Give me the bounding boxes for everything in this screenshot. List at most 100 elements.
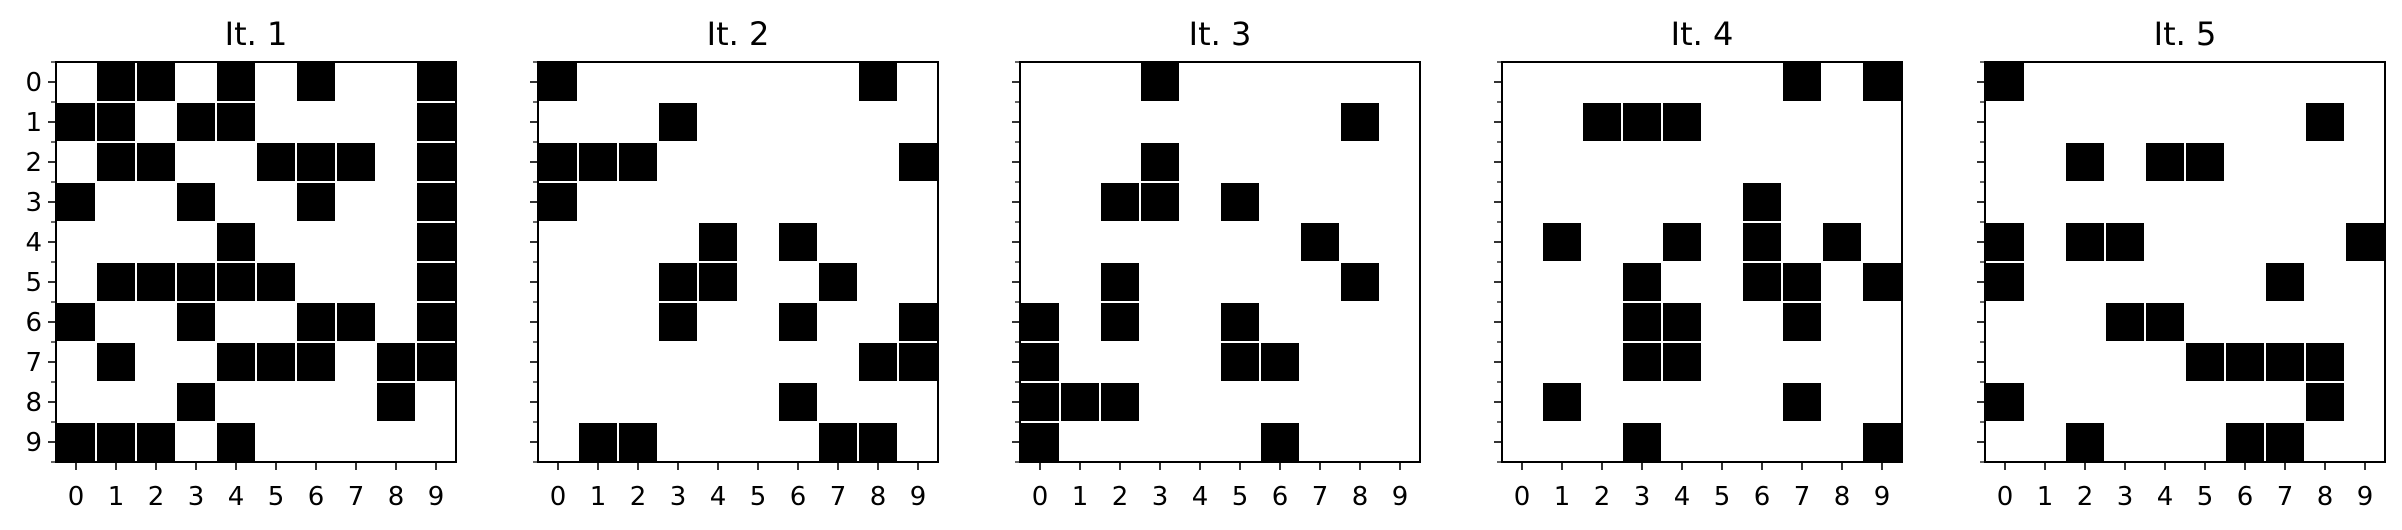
cell-on-r7-c9 bbox=[898, 342, 938, 382]
cell-on-r5-c3 bbox=[176, 262, 216, 302]
panel-3: It. 3 0 1 2 3 4 5 6 7 8 9 bbox=[1012, 15, 1420, 512]
cell-on-r5-c0 bbox=[1985, 262, 2025, 302]
cell-on-r8-c6 bbox=[778, 382, 818, 422]
cell-on-r7-c9 bbox=[416, 342, 456, 382]
cell-on-r8-c8 bbox=[2305, 382, 2345, 422]
panel-4: It. 4 0 1 2 3 4 5 6 7 8 9 bbox=[1494, 15, 1902, 512]
cell-on-r9-c1 bbox=[578, 422, 618, 462]
cell-on-r5-c1 bbox=[96, 262, 136, 302]
panel-title: It. 2 bbox=[707, 15, 770, 53]
x-tick-label: 1 bbox=[108, 482, 125, 512]
cell-on-r4-c4 bbox=[1662, 222, 1702, 262]
cell-on-r7-c7 bbox=[2265, 342, 2305, 382]
cell-on-r3-c3 bbox=[1140, 182, 1180, 222]
x-tick-label: 4 bbox=[1674, 482, 1691, 512]
cell-on-r6-c0 bbox=[1020, 302, 1060, 342]
x-tick-label: 3 bbox=[1152, 482, 1169, 512]
cell-on-r6-c9 bbox=[416, 302, 456, 342]
cell-on-r2-c1 bbox=[96, 142, 136, 182]
cell-on-r8-c7 bbox=[1782, 382, 1822, 422]
cell-on-r4-c7 bbox=[1300, 222, 1340, 262]
x-tick-label: 1 bbox=[1072, 482, 1089, 512]
cell-on-r7-c4 bbox=[1662, 342, 1702, 382]
cell-on-r0-c9 bbox=[1862, 62, 1902, 102]
cell-on-r8-c1 bbox=[1060, 382, 1100, 422]
cell-on-r0-c4 bbox=[216, 62, 256, 102]
cell-on-r4-c6 bbox=[778, 222, 818, 262]
cell-on-r9-c2 bbox=[136, 422, 176, 462]
cell-on-r0-c9 bbox=[416, 62, 456, 102]
cell-on-r6-c0 bbox=[56, 302, 96, 342]
cell-on-r2-c1 bbox=[578, 142, 618, 182]
y-tick-label: 2 bbox=[25, 148, 42, 178]
panel-title: It. 1 bbox=[225, 15, 288, 53]
cell-on-r2-c9 bbox=[416, 142, 456, 182]
cell-on-r7-c8 bbox=[376, 342, 416, 382]
x-tick-label: 9 bbox=[910, 482, 927, 512]
cell-on-r7-c6 bbox=[1260, 342, 1300, 382]
cell-on-r1-c3 bbox=[176, 102, 216, 142]
cell-on-r6-c2 bbox=[1100, 302, 1140, 342]
cell-on-r6-c7 bbox=[1782, 302, 1822, 342]
cell-on-r4-c0 bbox=[1985, 222, 2025, 262]
cell-on-r9-c1 bbox=[96, 422, 136, 462]
cell-on-r5-c2 bbox=[1100, 262, 1140, 302]
cell-on-r4-c9 bbox=[416, 222, 456, 262]
x-tick-label: 2 bbox=[630, 482, 647, 512]
x-tick-label: 2 bbox=[1594, 482, 1611, 512]
cell-on-r9-c0 bbox=[56, 422, 96, 462]
cell-on-r9-c7 bbox=[2265, 422, 2305, 462]
cell-on-r4-c4 bbox=[216, 222, 256, 262]
cell-on-r7-c5 bbox=[2185, 342, 2225, 382]
cell-on-r5-c7 bbox=[2265, 262, 2305, 302]
cell-on-r4-c8 bbox=[1822, 222, 1862, 262]
x-tick-label: 4 bbox=[710, 482, 727, 512]
x-tick-label: 6 bbox=[790, 482, 807, 512]
cell-on-r7-c8 bbox=[858, 342, 898, 382]
x-tick-label: 0 bbox=[1514, 482, 1531, 512]
cell-on-r6-c6 bbox=[778, 302, 818, 342]
x-tick-label: 4 bbox=[2157, 482, 2174, 512]
cell-on-r3-c0 bbox=[56, 182, 96, 222]
cell-on-r5-c4 bbox=[216, 262, 256, 302]
cell-on-r4-c6 bbox=[1742, 222, 1782, 262]
y-tick-label: 9 bbox=[25, 428, 42, 458]
cell-on-r2-c3 bbox=[1140, 142, 1180, 182]
y-tick-label: 4 bbox=[25, 228, 42, 258]
panel-title: It. 4 bbox=[1671, 15, 1734, 53]
cell-on-r7-c3 bbox=[1622, 342, 1662, 382]
x-tick-label: 8 bbox=[870, 482, 887, 512]
cell-on-r2-c0 bbox=[538, 142, 578, 182]
panel-title: It. 5 bbox=[2154, 15, 2217, 53]
cell-on-r7-c5 bbox=[256, 342, 296, 382]
x-tick-label: 8 bbox=[1352, 482, 1369, 512]
cell-on-r2-c2 bbox=[618, 142, 658, 182]
cell-on-r6-c4 bbox=[1662, 302, 1702, 342]
cell-on-r6-c6 bbox=[296, 302, 336, 342]
x-tick-label: 9 bbox=[2357, 482, 2374, 512]
cell-on-r5-c5 bbox=[256, 262, 296, 302]
cell-on-r8-c0 bbox=[1020, 382, 1060, 422]
x-tick-label: 4 bbox=[1192, 482, 1209, 512]
cell-on-r2-c4 bbox=[2145, 142, 2185, 182]
cell-on-r6-c5 bbox=[1220, 302, 1260, 342]
x-tick-label: 3 bbox=[188, 482, 205, 512]
cell-on-r5-c3 bbox=[1622, 262, 1662, 302]
x-tick-label: 3 bbox=[1634, 482, 1651, 512]
cell-on-r5-c3 bbox=[658, 262, 698, 302]
x-tick-label: 8 bbox=[1834, 482, 1851, 512]
cell-on-r7-c8 bbox=[2305, 342, 2345, 382]
cell-on-r0-c3 bbox=[1140, 62, 1180, 102]
panel-2: It. 2 0 1 2 3 4 5 6 7 8 9 bbox=[530, 15, 938, 512]
x-tick-label: 6 bbox=[1754, 482, 1771, 512]
cell-on-r6-c7 bbox=[336, 302, 376, 342]
cell-on-r3-c9 bbox=[416, 182, 456, 222]
cell-on-r7-c5 bbox=[1220, 342, 1260, 382]
cell-on-r5-c8 bbox=[1340, 262, 1380, 302]
cell-on-r9-c7 bbox=[818, 422, 858, 462]
cell-on-r7-c6 bbox=[2225, 342, 2265, 382]
x-tick-label: 2 bbox=[148, 482, 165, 512]
panel-title: It. 3 bbox=[1189, 15, 1252, 53]
cell-on-r2-c7 bbox=[336, 142, 376, 182]
